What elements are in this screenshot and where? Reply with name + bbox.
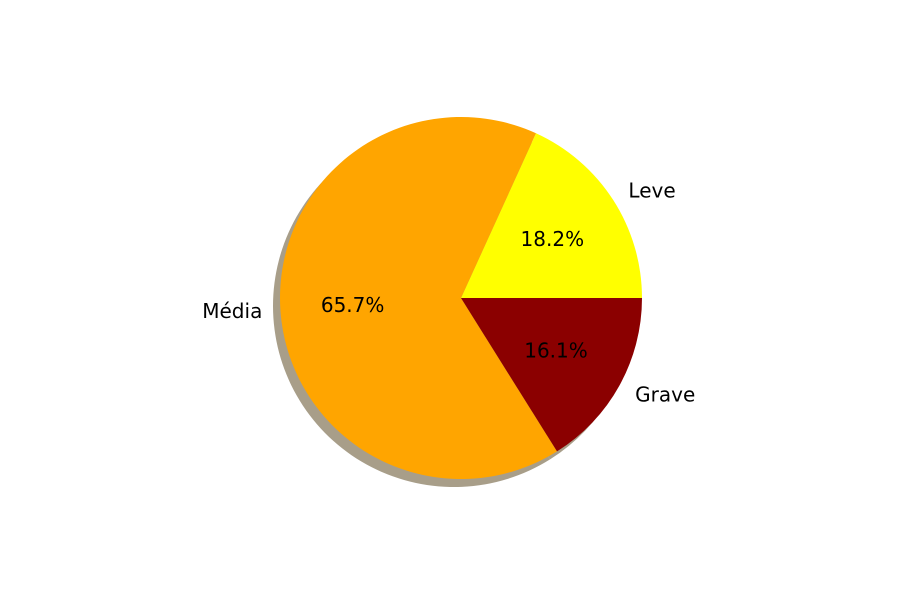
slice-percent-media: 65.7% [321,293,385,317]
slice-percent-grave: 16.1% [524,339,588,363]
slice-label-grave: Grave [635,382,695,406]
pie-slice-grave [461,298,642,452]
pie-slices [280,117,642,479]
slice-label-media: Média [202,299,262,323]
slice-percent-leve: 18.2% [521,227,585,251]
pie-slice-leve [461,133,642,298]
slice-label-leve: Leve [628,178,675,202]
pie-slice-media [280,117,558,479]
pie-labels: Leve 18.2% Média 65.7% Grave 16.1% [202,178,695,406]
